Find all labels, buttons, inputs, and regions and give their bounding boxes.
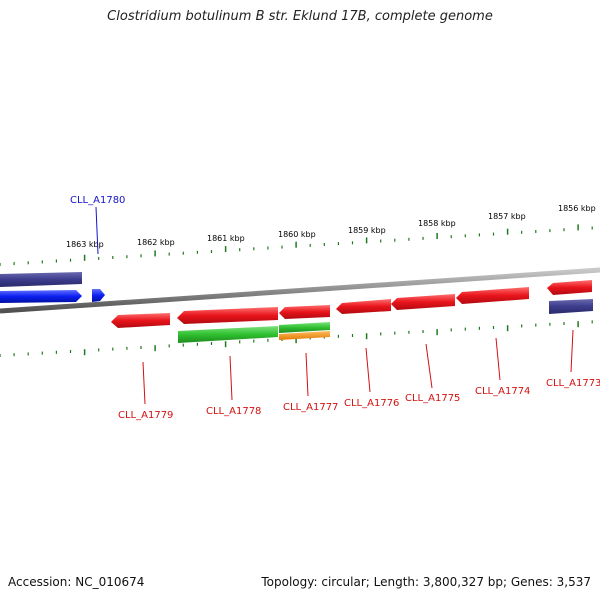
cds-reverse-cll-a1778[interactable] bbox=[177, 307, 278, 324]
tick-label-1858: 1858 kbp bbox=[418, 219, 456, 228]
tick-label-1857: 1857 kbp bbox=[488, 212, 526, 221]
orange-feature[interactable] bbox=[279, 331, 330, 340]
tick-label-1862: 1862 kbp bbox=[137, 238, 175, 247]
leader-line-cll-a1775 bbox=[425, 343, 433, 389]
cds-reverse-cll-a1776[interactable] bbox=[336, 299, 391, 314]
gene-label-cll-a1776[interactable]: CLL_A1776 bbox=[344, 398, 399, 409]
leader-line-cll-a1779 bbox=[142, 361, 146, 405]
genome-summary-text: Topology: circular; Length: 3,800,327 bp… bbox=[261, 575, 591, 589]
gene-track-feature-left[interactable] bbox=[0, 272, 82, 287]
cds-reverse-cll-a1773[interactable] bbox=[547, 280, 592, 295]
leader-line-cll-a1773 bbox=[570, 329, 574, 373]
rrna-feature-green-2[interactable] bbox=[279, 322, 330, 333]
tick-label-1861: 1861 kbp bbox=[207, 234, 245, 243]
tick-label-1859: 1859 kbp bbox=[348, 226, 386, 235]
cds-reverse-cll-a1774[interactable] bbox=[456, 287, 529, 304]
leader-line-cll-a1780 bbox=[95, 206, 99, 255]
gene-label-cll-a1777[interactable]: CLL_A1777 bbox=[283, 402, 338, 413]
rrna-feature-green-1[interactable] bbox=[178, 326, 278, 343]
genome-backbone bbox=[0, 267, 600, 314]
outer-tick-marks bbox=[0, 224, 593, 266]
inner-tick-marks bbox=[0, 320, 593, 357]
leader-line-cll-a1777 bbox=[305, 352, 309, 397]
leader-line-cll-a1778 bbox=[229, 355, 233, 401]
cds-reverse-cll-a1775[interactable] bbox=[391, 294, 455, 310]
cds-reverse-cll-a1777[interactable] bbox=[279, 305, 330, 319]
gene-label-cll-a1774[interactable]: CLL_A1774 bbox=[475, 386, 530, 397]
map-title: Clostridium botulinum B str. Eklund 17B,… bbox=[107, 9, 493, 24]
leader-line-cll-a1776 bbox=[365, 347, 371, 393]
leader-line-cll-a1774 bbox=[495, 337, 501, 381]
gene-label-cll-a1773[interactable]: CLL_A1773 bbox=[546, 378, 600, 389]
gene-label-cll-a1779[interactable]: CLL_A1779 bbox=[118, 410, 173, 421]
cds-forward-cll-a1780[interactable] bbox=[0, 290, 82, 303]
tick-label-1863: 1863 kbp bbox=[66, 240, 104, 249]
gene-label-cll-a1778[interactable]: CLL_A1778 bbox=[206, 406, 261, 417]
gene-track-feature-right[interactable] bbox=[549, 299, 593, 314]
gene-label-cll-a1775[interactable]: CLL_A1775 bbox=[405, 393, 460, 404]
tick-label-1860: 1860 kbp bbox=[278, 230, 316, 239]
gene-label-cll-a1780[interactable]: CLL_A1780 bbox=[70, 195, 125, 206]
tick-label-1856: 1856 kbp bbox=[558, 204, 596, 213]
cds-reverse-cll-a1779[interactable] bbox=[111, 313, 170, 328]
accession-text: Accession: NC_010674 bbox=[8, 575, 145, 589]
cds-forward-small[interactable] bbox=[92, 289, 105, 302]
